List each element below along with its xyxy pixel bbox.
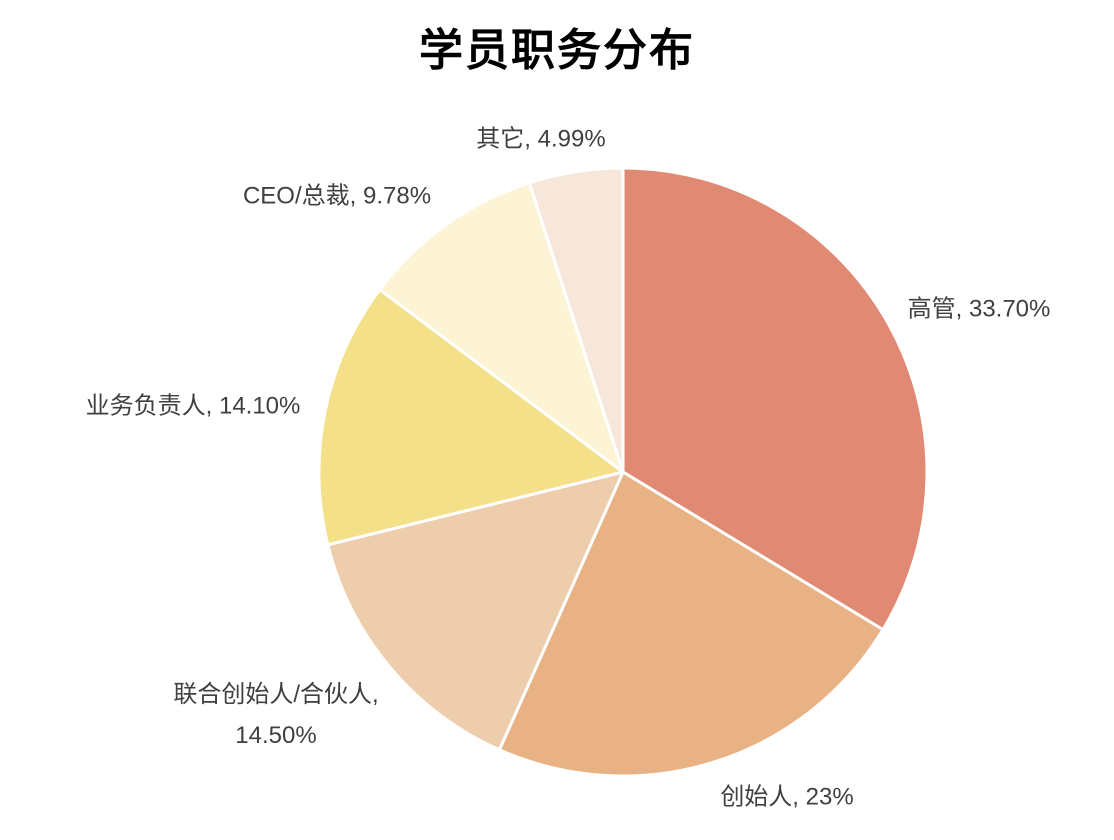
pie-slice-1 [497, 470, 885, 778]
pie-label-ceo-president: CEO/总裁, 9.78% [242, 182, 432, 210]
pie-slice-2 [326, 470, 625, 752]
pie-slice-0 [621, 166, 929, 632]
pie-label-cofounder-partner: 联合创始人/合伙人, 14.50% [173, 681, 379, 749]
chart-title: 学员职务分布 [419, 26, 695, 75]
pie-slice-4 [378, 181, 625, 474]
pie-slice-3 [317, 288, 625, 547]
pie-label-executive: 高管, 33.70% [907, 295, 1051, 323]
pie-label-business-lead: 业务负责人, 14.10% [85, 392, 301, 420]
pie-label-other: 其它, 4.99% [476, 125, 606, 153]
pie-label-founder: 创始人, 23% [720, 783, 854, 811]
pie-slice-5 [527, 166, 625, 474]
